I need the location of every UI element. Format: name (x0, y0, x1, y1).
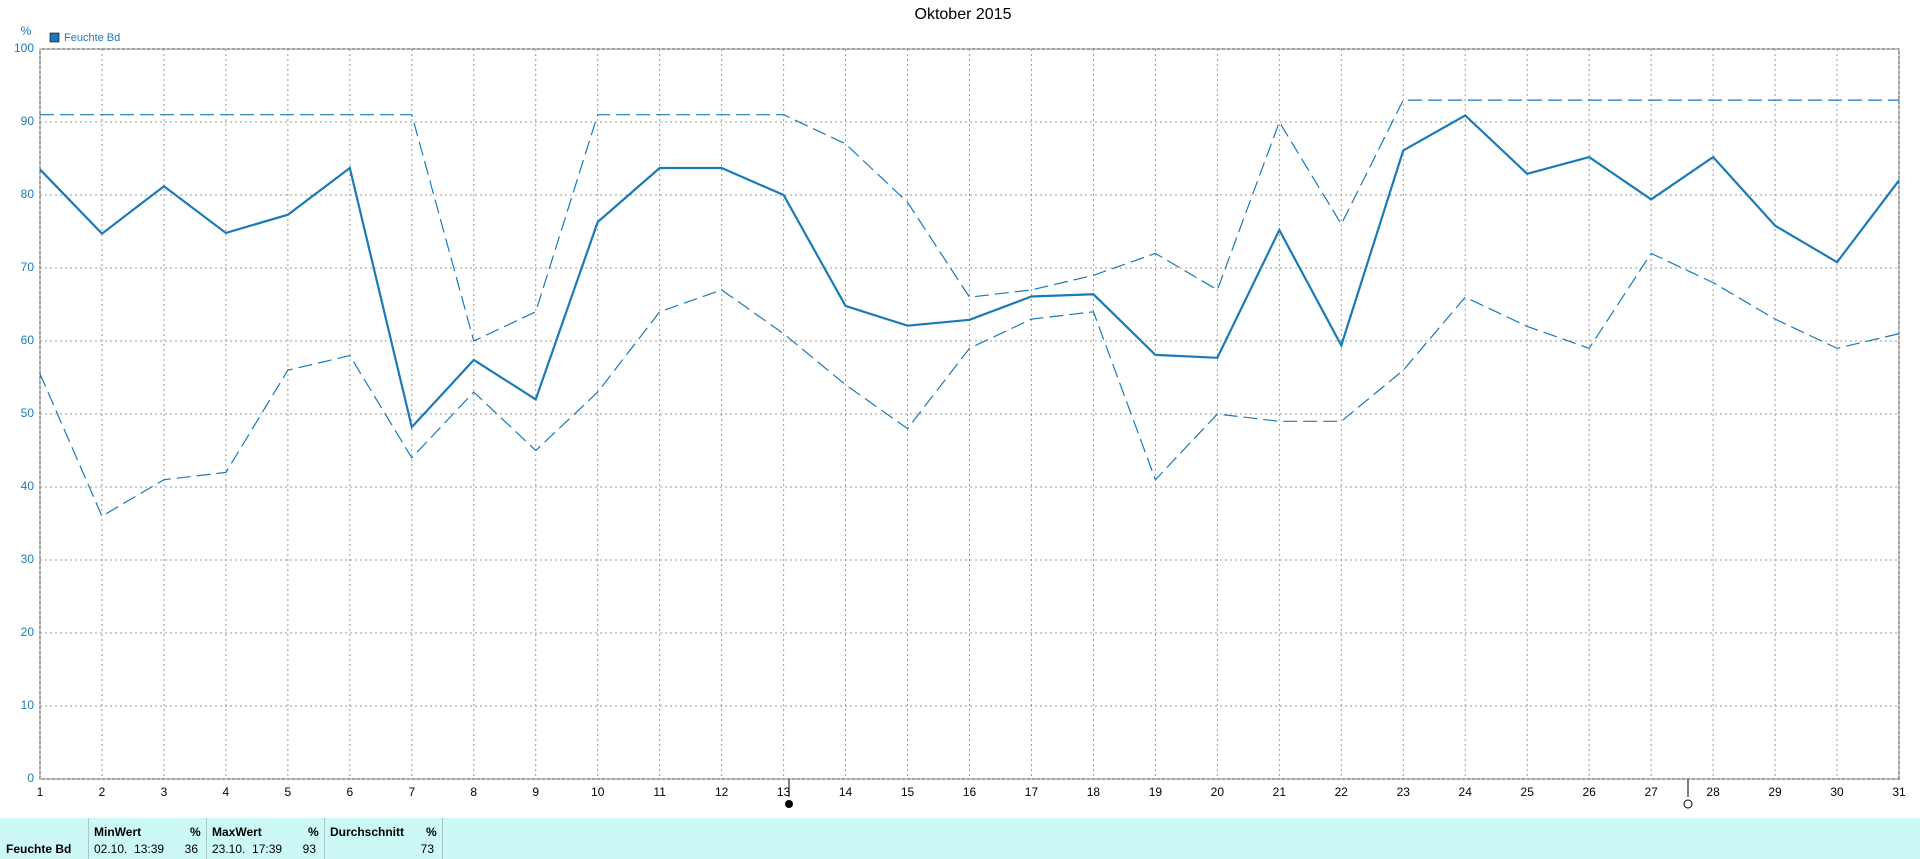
x-tick-label: 28 (1706, 785, 1720, 799)
y-axis-label: % (21, 24, 32, 38)
y-tick-label: 50 (21, 406, 35, 420)
column-unit: % (426, 825, 437, 839)
y-tick-label: 40 (21, 479, 35, 493)
x-tick-label: 27 (1644, 785, 1658, 799)
legend-label: Feuchte Bd (64, 32, 120, 44)
x-tick-label: 18 (1087, 785, 1101, 799)
separator (206, 818, 207, 859)
x-tick-label: 22 (1335, 785, 1349, 799)
column-header: MaxWert (212, 825, 262, 839)
x-tick-label: 12 (715, 785, 729, 799)
x-tick-label: 26 (1582, 785, 1596, 799)
x-tick-label: 6 (346, 785, 353, 799)
chart-title: Oktober 2015 (915, 6, 1012, 23)
x-tick-label: 16 (963, 785, 977, 799)
column-unit: % (308, 825, 319, 839)
y-tick-label: 70 (21, 260, 35, 274)
cell-value: 36 (184, 842, 198, 856)
x-tick-label: 24 (1459, 785, 1473, 799)
y-tick-label: 0 (27, 771, 34, 785)
series-line (39, 114, 1900, 430)
x-tick-label: 15 (901, 785, 915, 799)
x-tick-label: 31 (1892, 785, 1906, 799)
series-line (39, 252, 1900, 518)
x-tick-label: 7 (408, 785, 415, 799)
separator (88, 818, 89, 859)
marker (785, 800, 793, 808)
x-tick-label: 8 (470, 785, 477, 799)
x-tick-label: 13 (777, 785, 791, 799)
y-tick-label: 100 (14, 41, 34, 55)
x-tick-label: 1 (37, 785, 44, 799)
x-tick-label: 4 (223, 785, 230, 799)
column-unit: % (190, 825, 201, 839)
cell-time: 23.10. 17:39 (212, 842, 283, 856)
y-tick-label: 60 (21, 333, 35, 347)
cell-value: 73 (420, 842, 434, 856)
separator (324, 818, 325, 859)
x-tick-label: 25 (1521, 785, 1535, 799)
column-header: Durchschnitt (330, 825, 405, 839)
y-tick-label: 30 (21, 552, 35, 566)
y-tick-label: 20 (21, 625, 35, 639)
x-tick-label: 23 (1397, 785, 1411, 799)
x-tick-label: 21 (1273, 785, 1287, 799)
x-tick-label: 2 (99, 785, 106, 799)
x-tick-label: 20 (1211, 785, 1225, 799)
legend-swatch (49, 32, 60, 43)
x-tick-label: 11 (653, 785, 666, 799)
row-label: Feuchte Bd (6, 842, 72, 856)
cell-value: 93 (302, 842, 316, 856)
y-tick-label: 10 (21, 698, 35, 712)
separator (442, 818, 443, 859)
x-tick-label: 30 (1830, 785, 1844, 799)
x-tick-label: 14 (839, 785, 853, 799)
marker (1683, 799, 1693, 809)
x-tick-label: 9 (532, 785, 539, 799)
y-tick-label: 90 (21, 114, 35, 128)
cell-time: 02.10. 13:39 (94, 842, 165, 856)
x-tick-label: 10 (591, 785, 605, 799)
summary-table: Feuchte Bd MinWert% 02.10. 13:39 36 MaxWert… (0, 818, 1920, 859)
x-tick-label: 3 (161, 785, 168, 799)
x-tick-label: 17 (1025, 785, 1039, 799)
x-tick-label: 5 (285, 785, 292, 799)
y-tick-label: 80 (21, 187, 35, 201)
series-line (40, 99, 1899, 342)
column-header: MinWert (94, 825, 142, 839)
x-tick-label: 19 (1149, 785, 1163, 799)
x-tick-label: 29 (1768, 785, 1782, 799)
